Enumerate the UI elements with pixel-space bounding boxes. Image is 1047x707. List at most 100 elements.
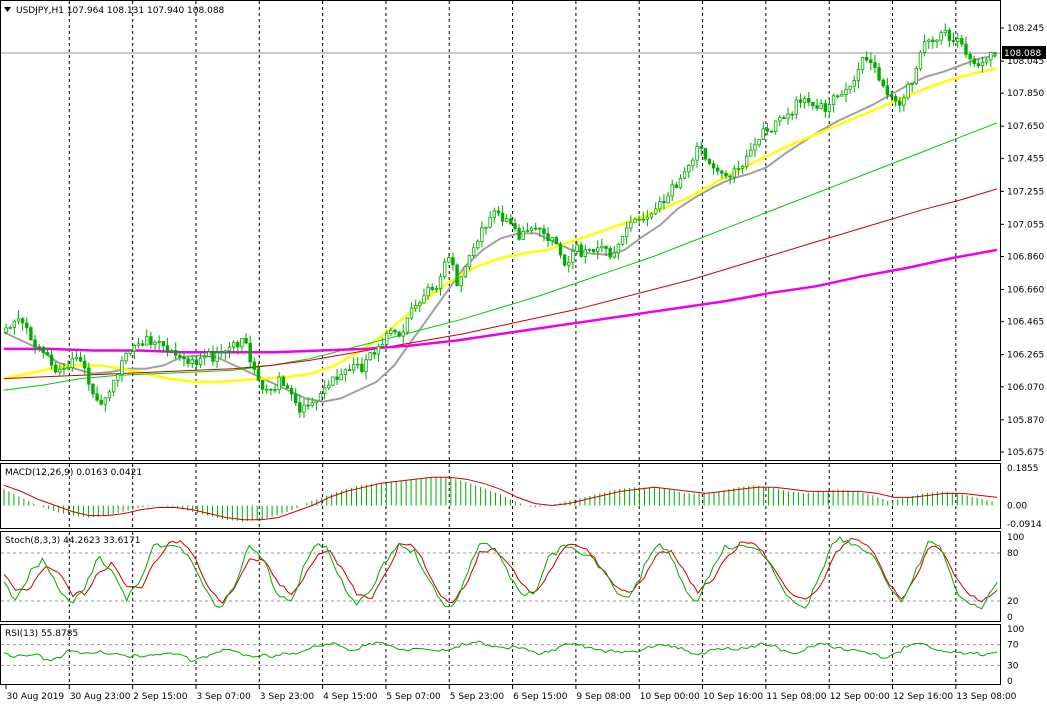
candle-body	[471, 247, 476, 256]
candle-body	[869, 59, 873, 64]
candle-body	[182, 356, 186, 360]
candle-body	[525, 230, 530, 232]
candle-body	[107, 391, 112, 399]
candle-body	[318, 393, 323, 402]
candle-body	[922, 41, 927, 53]
candle-body	[310, 402, 314, 406]
stoch-main-line	[3, 536, 998, 610]
candle-body	[955, 38, 960, 43]
candle-body	[815, 105, 819, 109]
candle-body	[356, 363, 360, 366]
candle-body	[103, 397, 108, 405]
candle-body	[480, 227, 484, 242]
candle-body	[749, 149, 753, 157]
candle-body	[219, 351, 223, 354]
candle-body	[633, 218, 637, 223]
candle-body	[744, 155, 749, 167]
candle-body	[682, 171, 687, 179]
candle-body	[488, 216, 492, 228]
candle-body	[765, 128, 770, 132]
candle-body	[699, 146, 703, 149]
candle-body	[790, 113, 794, 116]
stoch-header: Stoch(8,3,3) 44.2623 33.6171	[5, 536, 140, 546]
candle-body	[418, 302, 422, 306]
candle-body	[893, 96, 898, 102]
candle-body	[951, 40, 956, 43]
candle-body	[509, 218, 513, 225]
vertical-gridlines	[68, 1, 957, 684]
candle-body	[409, 307, 414, 319]
candle-body	[397, 331, 401, 337]
candle-body	[902, 97, 906, 106]
candle-body	[819, 103, 823, 109]
candle-body	[33, 339, 37, 348]
time-tick-label: 6 Sep 15:00	[513, 692, 568, 702]
price-tick-label: 107.455	[1007, 154, 1044, 164]
candle-body	[649, 213, 654, 218]
candle-body	[149, 336, 153, 345]
candle-body	[931, 39, 935, 43]
candle-body	[82, 360, 87, 369]
candle-body	[111, 379, 116, 393]
time-tick-label: 3 Sep 07:00	[196, 692, 251, 702]
price-tick-label: 106.265	[1007, 351, 1044, 361]
candle-body	[314, 400, 319, 404]
candle-body	[368, 352, 372, 361]
candle-body	[347, 369, 352, 372]
candle-body	[231, 342, 236, 348]
stoch-axis-label: 0	[1007, 613, 1013, 623]
candle-body	[405, 317, 410, 333]
candle-body	[761, 128, 765, 140]
candle-body	[927, 39, 931, 42]
candle-body	[976, 63, 981, 67]
time-tick-label: 30 Aug 23:00	[70, 692, 131, 702]
candle-body	[380, 343, 385, 347]
candle-body	[430, 286, 434, 290]
candle-body	[157, 341, 161, 343]
candle-body	[74, 356, 79, 360]
candle-body	[993, 52, 997, 55]
price-tick-label: 108.045	[1007, 57, 1044, 67]
candle-body	[728, 175, 732, 178]
candle-body	[132, 344, 137, 352]
candle-body	[45, 352, 50, 356]
candle-body	[492, 210, 496, 218]
main-panel-frame	[0, 0, 1001, 461]
candle-body	[972, 58, 976, 64]
candle-body	[459, 276, 463, 286]
candle-body	[670, 184, 674, 197]
candle-body	[463, 266, 468, 278]
candle-body	[906, 83, 910, 99]
candle-body	[269, 388, 273, 391]
candle-body	[289, 387, 294, 395]
time-tick-label: 12 Sep 16:00	[893, 692, 953, 702]
candle-body	[99, 399, 103, 405]
candle-body	[960, 38, 964, 45]
candle-body	[521, 230, 525, 240]
stoch-axis-label: 80	[1007, 549, 1019, 559]
time-tick-label: 13 Sep 08:00	[956, 692, 1016, 702]
candle-body	[554, 237, 559, 245]
time-tick-label: 5 Sep 07:00	[386, 692, 441, 702]
price-tick-label: 107.055	[1007, 220, 1044, 230]
candle-body	[451, 257, 455, 266]
candle-body	[49, 354, 54, 366]
candle-body	[467, 255, 472, 268]
candle-body	[604, 245, 608, 249]
candle-body	[25, 322, 29, 329]
rsi-header: RSI(13) 55.8785	[5, 629, 78, 639]
candle-body	[447, 257, 451, 263]
candle-body	[277, 376, 281, 391]
dropdown-triangle-icon[interactable]	[4, 7, 11, 12]
candle-body	[740, 166, 745, 169]
candle-body	[12, 320, 17, 328]
time-tick-label: 9 Sep 08:00	[576, 692, 631, 702]
moving-average-line	[3, 122, 998, 391]
candle-body	[202, 356, 207, 359]
candle-body	[918, 51, 923, 70]
candle-body	[844, 88, 848, 95]
candle-body	[860, 57, 865, 70]
candle-body	[914, 68, 919, 84]
candle-body	[691, 159, 695, 166]
